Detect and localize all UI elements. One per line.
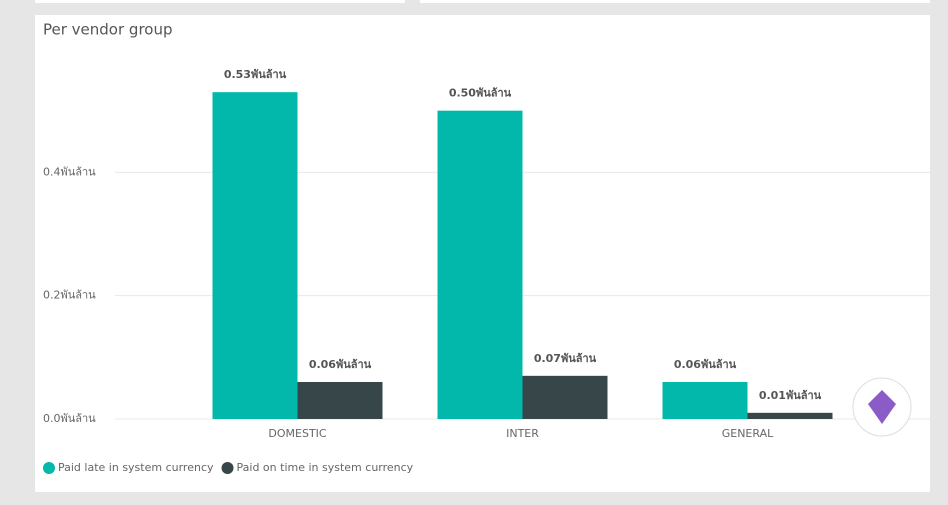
x-tick-label: GENERAL — [722, 427, 774, 440]
assistant-icon-glyph — [868, 390, 896, 424]
value-label: 0.01พันล้าน — [759, 389, 822, 402]
bar — [297, 382, 383, 419]
bar — [747, 412, 833, 419]
legend-marker — [43, 462, 55, 474]
bar — [212, 92, 298, 420]
legend-marker — [221, 462, 234, 474]
x-tick-label: DOMESTIC — [268, 427, 327, 440]
value-label: 0.06พันล้าน — [309, 358, 372, 371]
y-tick-label: 0.4พันล้าน — [43, 165, 96, 178]
chart-title: Per vendor group — [43, 21, 173, 39]
legend-label: Paid on time in system currency — [237, 461, 414, 474]
bar — [662, 382, 748, 419]
bar — [437, 110, 523, 420]
card-edge — [420, 0, 930, 3]
value-label: 0.53พันล้าน — [224, 68, 287, 81]
legend-label: Paid late in system currency — [58, 461, 214, 474]
value-label: 0.06พันล้าน — [674, 358, 737, 371]
value-label: 0.50พันล้าน — [449, 87, 512, 100]
y-tick-label: 0.2พันล้าน — [43, 289, 96, 302]
y-tick-label: 0.0พันล้าน — [43, 412, 96, 425]
card-edge — [35, 0, 405, 3]
value-label: 0.07พันล้าน — [534, 352, 597, 365]
bar — [522, 375, 608, 419]
x-tick-label: INTER — [506, 427, 539, 440]
